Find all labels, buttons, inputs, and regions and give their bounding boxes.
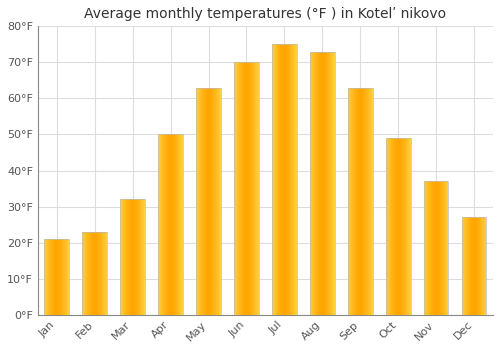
Bar [424, 181, 448, 315]
Bar [120, 199, 145, 315]
Bar [44, 239, 69, 315]
Bar [158, 134, 183, 315]
Bar [310, 51, 334, 315]
Bar [348, 88, 372, 315]
Bar [82, 232, 107, 315]
Title: Average monthly temperatures (°F ) in Kotelʹ nikovo: Average monthly temperatures (°F ) in Ko… [84, 7, 446, 21]
Bar [272, 44, 296, 315]
Bar [234, 62, 259, 315]
Bar [462, 217, 486, 315]
Bar [386, 138, 410, 315]
Bar [196, 88, 221, 315]
